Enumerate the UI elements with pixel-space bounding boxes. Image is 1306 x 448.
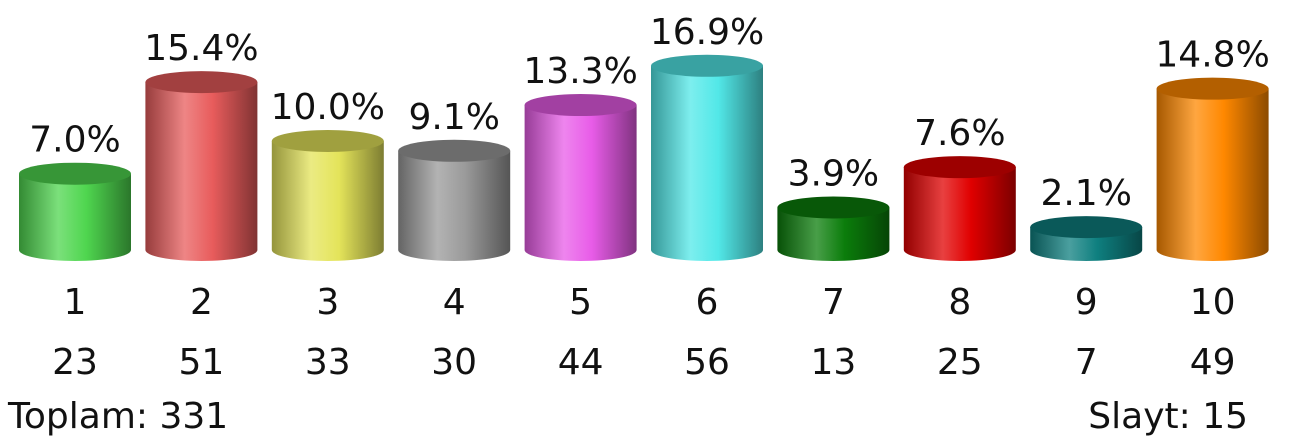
value-label-3: 10.0% [271,87,385,128]
category-label-6: 6 [696,282,719,323]
bar-body-1 [19,173,131,261]
category-label-8: 8 [948,282,971,323]
category-labels-group: 1 2 3 4 5 6 7 8 9 10 [64,282,1236,323]
value-label-4: 9.1% [408,97,499,138]
value-labels-group: 7.0% 15.4% 10.0% 9.1% 13.3% 16.9% 3.9% 7.6% 2.1%… [29,12,1270,214]
count-label-8: 25 [937,342,983,383]
bars-group [19,54,1269,262]
bar-top-2 [145,71,258,94]
value-label-1: 7.0% [29,120,120,161]
value-label-9: 2.1% [1040,173,1131,214]
bar-top-7 [777,196,890,219]
bar-top-3 [271,130,384,152]
category-label-9: 9 [1075,282,1098,323]
bar-top-8 [903,156,1016,179]
bar-2 [145,71,258,261]
bar-10 [1156,77,1269,262]
count-label-7: 13 [810,342,856,383]
count-label-1: 23 [52,342,98,383]
bar-4 [398,139,511,261]
count-label-5: 44 [558,342,604,383]
bar-top-6 [651,54,763,77]
bar-top-9 [1030,216,1143,239]
value-label-8: 7.6% [914,113,1005,154]
category-label-5: 5 [569,282,592,323]
bar-top-10 [1156,77,1269,100]
bar-body-10 [1156,88,1269,262]
category-label-10: 10 [1190,282,1236,323]
bar-body-7 [777,207,890,261]
count-labels-group: 23 51 33 30 44 56 13 25 7 49 [52,342,1235,383]
bar-8 [903,156,1016,261]
count-label-4: 30 [431,342,477,383]
value-label-6: 16.9% [650,12,764,53]
bar-top-4 [398,139,511,162]
bar-5 [524,94,637,261]
value-label-10: 14.8% [1155,35,1269,76]
bar-body-2 [145,82,258,261]
slide-label: Slayt: 15 [1088,396,1248,437]
value-label-7: 3.9% [788,153,879,194]
count-label-6: 56 [684,342,730,383]
value-label-2: 15.4% [144,28,258,69]
bar-body-4 [398,150,511,261]
bar-body-6 [651,65,763,261]
bar-body-3 [271,141,384,261]
category-label-1: 1 [64,282,87,323]
category-label-3: 3 [316,282,339,323]
bar-top-1 [19,162,131,185]
bar-7 [777,196,890,261]
bar-6 [651,54,763,261]
category-label-7: 7 [822,282,845,323]
count-label-9: 7 [1075,342,1098,383]
category-label-4: 4 [443,282,466,323]
category-label-2: 2 [190,282,213,323]
count-label-10: 49 [1190,342,1236,383]
value-label-5: 13.3% [523,51,637,92]
bar-top-5 [524,94,637,117]
bar-body-5 [524,105,637,261]
bar-3 [271,130,384,261]
count-label-2: 51 [178,342,224,383]
bar-9 [1030,216,1143,261]
total-label: Toplam: 331 [8,396,229,437]
count-label-3: 33 [305,342,351,383]
bar-body-8 [903,167,1016,261]
bar-1 [19,162,131,261]
